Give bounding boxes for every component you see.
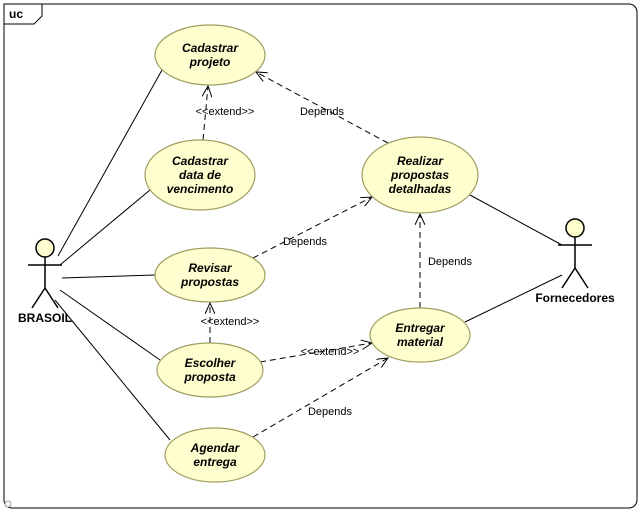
- svg-text:material: material: [397, 335, 444, 349]
- actor-fornecedores: Fornecedores: [535, 219, 615, 305]
- assoc-brasoil-cadastrar-projeto: [58, 70, 162, 256]
- label-extend-1: <<extend>>: [196, 106, 255, 118]
- usecase-cadastrar-data: Cadastrar data de vencimento: [145, 140, 255, 210]
- dep-agendar-entregar: [253, 358, 388, 437]
- label-depends-1: Depends: [300, 106, 345, 118]
- use-case-diagram: uc <<extend>> Depends Depends <<extend>>…: [0, 0, 641, 512]
- svg-text:Realizar: Realizar: [397, 154, 444, 168]
- svg-text:Cadastrar: Cadastrar: [182, 41, 239, 55]
- usecase-entregar-material: Entregar material: [370, 308, 470, 362]
- label-extend-2: <<extend>>: [201, 316, 260, 328]
- assoc-brasoil-agendar: [55, 300, 170, 440]
- svg-text:Cadastrar: Cadastrar: [172, 154, 229, 168]
- assoc-fornecedores-realizar: [470, 195, 562, 245]
- actor-brasoil: BRASOIL: [18, 239, 72, 325]
- svg-text:Entregar: Entregar: [395, 321, 446, 335]
- label-depends-2: Depends: [283, 236, 328, 248]
- frame-corner-handle: [5, 501, 11, 507]
- associations: [55, 70, 562, 440]
- svg-text:Escolher: Escolher: [185, 356, 237, 370]
- usecase-revisar-propostas: Revisar propostas: [155, 248, 265, 302]
- svg-text:propostas: propostas: [180, 275, 239, 289]
- assoc-brasoil-revisar: [62, 275, 155, 278]
- svg-text:Revisar: Revisar: [188, 261, 233, 275]
- svg-text:propostas: propostas: [390, 168, 449, 182]
- svg-text:vencimento: vencimento: [167, 182, 234, 196]
- actor-brasoil-label: BRASOIL: [18, 311, 72, 325]
- diagram-frame: [4, 4, 637, 508]
- usecase-agendar-entrega: Agendar entrega: [165, 428, 265, 482]
- usecase-cadastrar-projeto: Cadastrar projeto: [155, 25, 265, 85]
- dep-revisar-realizar: [253, 197, 372, 258]
- svg-text:Agendar: Agendar: [190, 441, 241, 455]
- label-extend-3: <<extend>>: [301, 346, 360, 358]
- label-depends-3: Depends: [428, 256, 473, 268]
- usecase-escolher-proposta: Escolher proposta: [157, 343, 263, 397]
- svg-text:projeto: projeto: [189, 55, 231, 69]
- svg-text:proposta: proposta: [183, 370, 236, 384]
- frame-label: uc: [9, 7, 23, 21]
- usecase-realizar-propostas: Realizar propostas detalhadas: [362, 137, 478, 213]
- svg-text:detalhadas: detalhadas: [389, 182, 452, 196]
- label-depends-4: Depends: [308, 406, 353, 418]
- svg-text:entrega: entrega: [193, 455, 237, 469]
- actor-fornecedores-label: Fornecedores: [535, 291, 615, 305]
- svg-text:data de: data de: [179, 168, 221, 182]
